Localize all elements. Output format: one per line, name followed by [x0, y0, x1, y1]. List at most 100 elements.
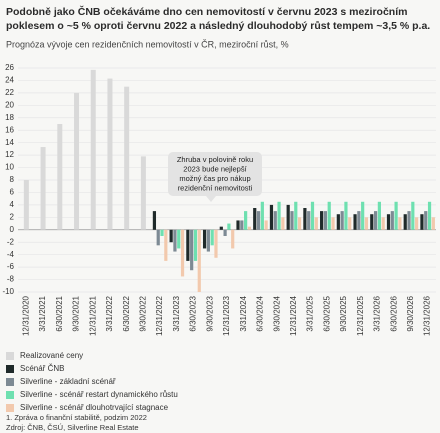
y-tick-label: 0: [10, 225, 15, 234]
chart-title-line: Podobně jako ČNB očekáváme dno cen nemov…: [6, 5, 407, 18]
bar: [197, 229, 201, 292]
legend-swatch: [6, 365, 14, 373]
annotation-box: [168, 152, 262, 196]
bar: [281, 217, 285, 230]
bar: [260, 201, 264, 230]
bar: [140, 156, 146, 230]
bar: [269, 204, 274, 230]
x-tick-label: 9/30/2024: [272, 295, 281, 331]
x-tick-label: 3/31/2024: [239, 295, 248, 331]
x-tick-label: 12/31/2021: [88, 295, 97, 336]
annotation-text: rezidenční nemovitosti: [178, 183, 253, 192]
bar: [411, 201, 415, 230]
x-tick-label: 9/30/2023: [205, 295, 214, 331]
x-tick-label: 9/30/2025: [339, 295, 348, 331]
bar: [164, 229, 168, 261]
annotation-text: Zhruba v polovině roku: [177, 155, 253, 164]
bar: [247, 226, 252, 230]
bar: [40, 147, 46, 230]
bar: [357, 211, 361, 230]
bar: [156, 229, 160, 246]
bar: [152, 211, 157, 230]
legend-swatch: [6, 404, 14, 412]
bar: [407, 211, 411, 230]
bar: [124, 86, 130, 230]
y-tick-label: 22: [5, 88, 14, 97]
y-tick-label: -4: [7, 250, 15, 259]
bar: [190, 229, 194, 271]
bar: [290, 211, 294, 230]
x-tick-label: 3/31/2025: [306, 295, 315, 331]
y-tick-label: 24: [5, 76, 14, 85]
bar: [323, 211, 328, 230]
bar: [327, 201, 331, 230]
chart-subtitle: Prognóza vývoje cen rezidenčních nemovit…: [6, 39, 289, 49]
x-tick-label: 12/31/2020: [21, 295, 30, 336]
x-tick-label: 3/31/2026: [373, 295, 382, 331]
y-tick-label: 6: [10, 188, 15, 197]
x-tick-label: 3/31/2021: [38, 295, 47, 331]
x-tick-label: 3/31/2023: [172, 295, 181, 331]
footnote: 1. Zpráva o finanční stabilitě, podzim 2…: [6, 413, 147, 422]
legend-label: Silverline - scénář dlouhotrvající stagn…: [20, 403, 169, 412]
y-tick-label: -2: [7, 237, 15, 246]
x-tick-label: 9/30/2026: [406, 295, 415, 331]
x-tick-label: 6/30/2023: [189, 295, 198, 331]
legend-swatch: [6, 378, 14, 386]
bar: [90, 69, 96, 230]
y-tick-label: 8: [10, 175, 15, 184]
footnote: Zdroj: ČNB, ČSÚ, Silverline Real Estate: [6, 423, 139, 432]
x-tick-label: 12/31/2024: [289, 295, 298, 336]
annotation: Zhruba v polovině roku 2023 bude nejlepš…: [168, 152, 262, 202]
bar: [386, 214, 391, 230]
x-tick-label: 12/31/2023: [222, 295, 231, 336]
y-tick-label: 14: [5, 138, 14, 147]
bar: [193, 229, 198, 261]
annotation-text: možný čas pro nákup: [179, 174, 250, 183]
bar: [107, 78, 113, 230]
y-tick-label: -8: [7, 275, 15, 284]
bar: [264, 220, 268, 230]
x-tick-label: 9/30/2022: [139, 295, 148, 331]
bar: [294, 201, 298, 230]
x-tick-label: 12/31/2022: [155, 295, 164, 336]
bar: [273, 211, 277, 230]
plot-area: -10-8-6-4-20246810121416182022242612/31/…: [2, 63, 436, 336]
bar: [256, 211, 261, 230]
bar: [186, 229, 190, 261]
bar: [160, 229, 164, 236]
annotation-text: 2023 bude nejlepší: [183, 164, 247, 173]
x-tick-label: 9/30/2021: [72, 295, 81, 331]
y-tick-label: 18: [5, 113, 14, 122]
bar: [286, 204, 290, 230]
bar: [307, 211, 311, 230]
bar: [206, 229, 210, 252]
bar: [227, 223, 231, 230]
bar: [202, 229, 207, 249]
y-tick-label: -6: [7, 262, 15, 271]
bar: [403, 214, 407, 230]
bar: [303, 208, 307, 230]
bar: [253, 208, 257, 230]
y-tick-label: 2: [10, 212, 15, 221]
bar: [415, 217, 419, 230]
bar: [381, 217, 385, 230]
legend-swatch: [6, 391, 14, 399]
bar: [219, 226, 223, 230]
legend-swatch: [6, 352, 14, 360]
bar: [240, 220, 244, 230]
bar: [348, 217, 352, 230]
x-tick-label: 12/31/2026: [423, 295, 432, 336]
bar: [344, 201, 348, 230]
y-tick-label: 16: [5, 125, 14, 134]
bar: [244, 211, 248, 230]
bar: [231, 229, 235, 249]
y-tick-label: 4: [10, 200, 15, 209]
y-tick-label: 12: [5, 150, 14, 159]
bar: [297, 217, 302, 230]
bar: [23, 180, 29, 230]
bar: [424, 211, 428, 230]
annotation-pointer: [206, 196, 216, 202]
bar: [310, 201, 315, 230]
